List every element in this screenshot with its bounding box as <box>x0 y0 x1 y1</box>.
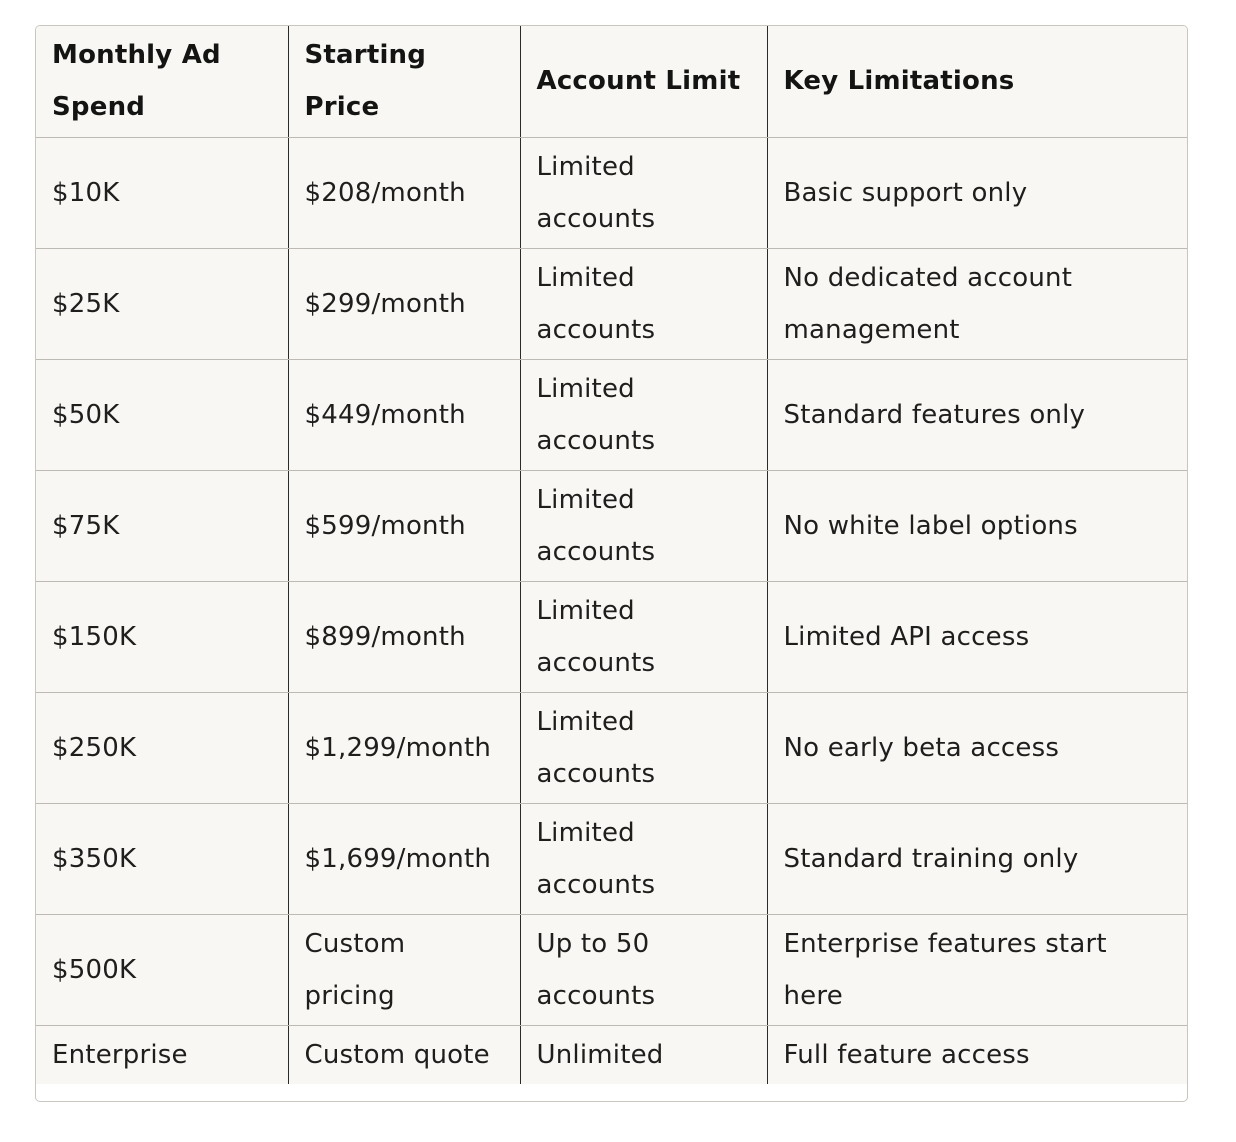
table-row: $75K $599/month Limited accounts No whit… <box>36 470 1187 582</box>
cell-starting-price: Custom pricing <box>288 914 521 1026</box>
table-row: $10K $208/month Limited accounts Basic s… <box>36 137 1187 249</box>
cell-account-limit: Limited accounts <box>520 470 768 582</box>
cell-monthly-ad-spend: $10K <box>36 137 289 249</box>
cell-monthly-ad-spend: $25K <box>36 248 289 360</box>
column-header-monthly-ad-spend: Monthly Ad Spend <box>36 26 289 138</box>
cell-key-limitations: Basic support only <box>767 137 1187 249</box>
cell-monthly-ad-spend: $150K <box>36 581 289 693</box>
cell-monthly-ad-spend: $75K <box>36 470 289 582</box>
cell-key-limitations: No dedicated account management <box>767 248 1187 360</box>
cell-monthly-ad-spend: $500K <box>36 914 289 1026</box>
cell-starting-price: $208/month <box>288 137 521 249</box>
cell-account-limit: Limited accounts <box>520 692 768 804</box>
table-row: $500K Custom pricing Up to 50 accounts E… <box>36 914 1187 1026</box>
cell-key-limitations: Limited API access <box>767 581 1187 693</box>
table-row: $25K $299/month Limited accounts No dedi… <box>36 248 1187 360</box>
cell-monthly-ad-spend: $250K <box>36 692 289 804</box>
column-header-account-limit: Account Limit <box>520 26 768 138</box>
table-row: $150K $899/month Limited accounts Limite… <box>36 581 1187 693</box>
cell-starting-price: Custom quote <box>288 1025 521 1084</box>
cell-starting-price: $1,699/month <box>288 803 521 915</box>
table-row: Enterprise Custom quote Unlimited Full f… <box>36 1025 1187 1084</box>
cell-account-limit: Limited accounts <box>520 359 768 471</box>
cell-starting-price: $599/month <box>288 470 521 582</box>
cell-account-limit: Limited accounts <box>520 581 768 693</box>
column-header-starting-price: Starting Price <box>288 26 521 138</box>
table-row: $350K $1,699/month Limited accounts Stan… <box>36 803 1187 915</box>
cell-account-limit: Limited accounts <box>520 803 768 915</box>
cell-starting-price: $899/month <box>288 581 521 693</box>
cell-starting-price: $299/month <box>288 248 521 360</box>
table-header-row: Monthly Ad Spend Starting Price Account … <box>36 26 1187 138</box>
cell-monthly-ad-spend: Enterprise <box>36 1025 289 1084</box>
cell-key-limitations: Full feature access <box>783 1039 1030 1070</box>
cell-key-limitations: No early beta access <box>767 692 1187 804</box>
pricing-table: Monthly Ad Spend Starting Price Account … <box>36 26 1187 1084</box>
cell-account-limit: Limited accounts <box>520 248 768 360</box>
cell-account-limit: Up to 50 accounts <box>520 914 768 1026</box>
table-row: $50K $449/month Limited accounts Standar… <box>36 359 1187 471</box>
cell-monthly-ad-spend: $350K <box>36 803 289 915</box>
cell-account-limit: Limited accounts <box>520 137 768 249</box>
cell-key-limitations: No white label options <box>767 470 1187 582</box>
table-body: $10K $208/month Limited accounts Basic s… <box>36 137 1187 1084</box>
column-header-key-limitations: Key Limitations <box>767 26 1187 138</box>
pricing-table-container: Monthly Ad Spend Starting Price Account … <box>35 25 1188 1102</box>
cell-monthly-ad-spend: $50K <box>36 359 289 471</box>
table-row: $250K $1,299/month Limited accounts No e… <box>36 692 1187 804</box>
cell-key-limitations: Standard training only <box>767 803 1187 915</box>
cell-account-limit: Unlimited <box>520 1025 768 1084</box>
cell-starting-price: $1,299/month <box>288 692 521 804</box>
cell-key-limitations: Enterprise features start here <box>767 914 1187 1026</box>
clipped-heading-glyphs <box>186 0 296 4</box>
table-header: Monthly Ad Spend Starting Price Account … <box>36 26 1187 138</box>
cell-starting-price: $449/month <box>288 359 521 471</box>
cell-key-limitations: Standard features only <box>767 359 1187 471</box>
clipped-heading-fragment <box>36 0 296 4</box>
